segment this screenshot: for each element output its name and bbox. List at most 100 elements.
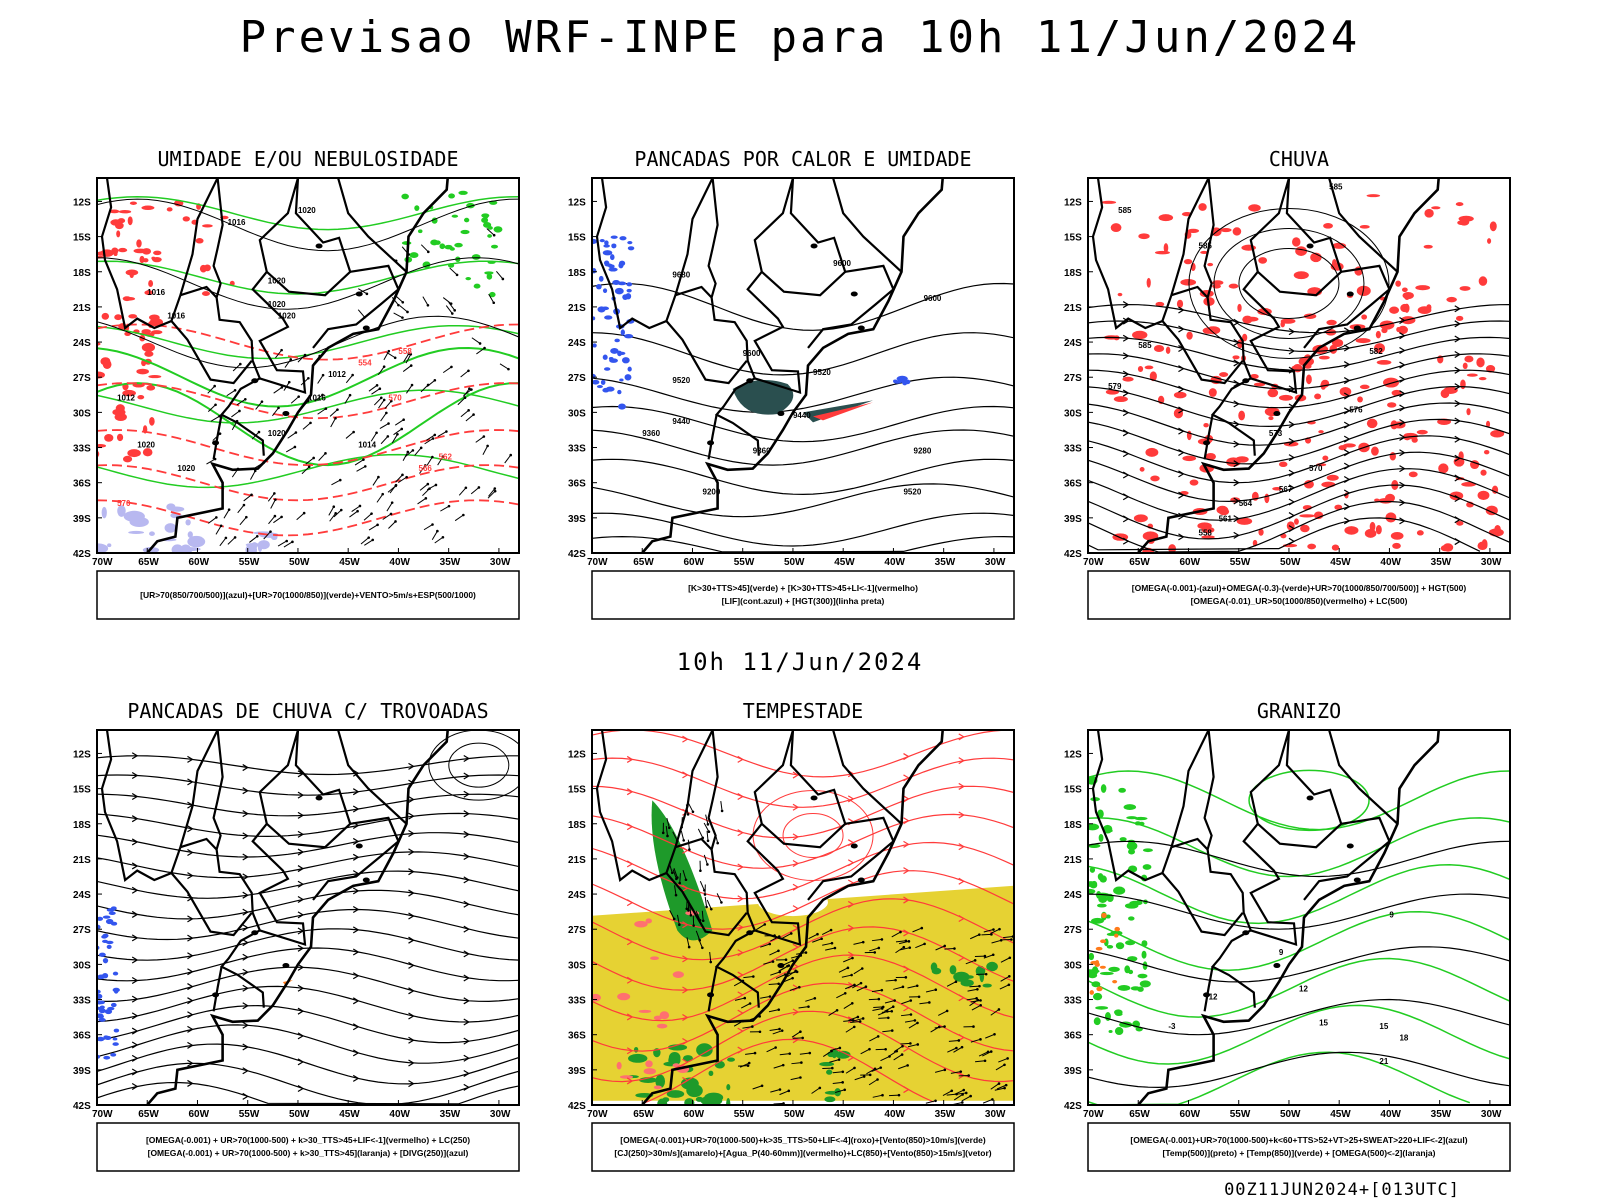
lake xyxy=(1273,963,1281,969)
wind-vector-head xyxy=(999,938,1003,942)
rain-red-cell xyxy=(1424,208,1434,218)
wind850-green-area xyxy=(835,1050,851,1059)
rain-red-cell xyxy=(1374,343,1385,354)
streamline-arrow xyxy=(682,1037,689,1046)
wind-vector-head xyxy=(778,1027,781,1031)
wind-vector-head xyxy=(470,388,473,391)
y-tick-label: 27S xyxy=(568,373,586,384)
divergence-blue-cell xyxy=(102,933,109,938)
wind-vector xyxy=(344,394,351,404)
wind-vector xyxy=(345,431,354,439)
wind-vector xyxy=(898,1064,908,1070)
humidity-green-cell xyxy=(409,252,419,259)
lake xyxy=(212,992,220,998)
border-line xyxy=(832,730,903,825)
divergence-blue-cell xyxy=(102,957,109,964)
border-line xyxy=(1170,730,1210,848)
wind-vector-head xyxy=(434,483,438,487)
humidity-blue-fill xyxy=(117,505,126,517)
temp500-black-contour xyxy=(1088,840,1510,878)
wind-vector-head xyxy=(906,1064,909,1067)
contour-label: 582 xyxy=(1369,347,1383,356)
wind-vector xyxy=(845,1067,855,1074)
panel-title: CHUVA xyxy=(1269,147,1329,171)
wind-vector xyxy=(934,1069,945,1073)
wind-vector-head xyxy=(701,919,705,923)
wind-vector xyxy=(250,470,256,480)
wind-vector xyxy=(871,938,882,942)
wind-vector xyxy=(752,1085,763,1090)
wind-vector xyxy=(669,909,675,920)
rain-red-cell xyxy=(1138,233,1150,240)
contour-label: 9600 xyxy=(743,349,761,358)
wind-vector xyxy=(985,1033,995,1039)
rain-red-cell xyxy=(1404,303,1410,313)
streamline-arrow xyxy=(1122,515,1130,523)
panel-2: 9680960096009600952095209440944093609360… xyxy=(568,147,1015,620)
panel-3: 585585585585582579576573570567564561558C… xyxy=(1064,147,1511,620)
wind-vector-head xyxy=(801,1036,804,1040)
water-red-area xyxy=(653,1085,662,1090)
wind-vector-head xyxy=(760,1084,764,1088)
wind-vector xyxy=(434,536,444,544)
streamline-arrow xyxy=(187,983,194,991)
wind-vector-head xyxy=(363,465,367,468)
border-line xyxy=(170,320,253,385)
wind-vector-head xyxy=(358,504,362,508)
lc250-streamline xyxy=(97,889,519,920)
wind-vector-head xyxy=(687,945,691,949)
humidity-blue-fill xyxy=(107,543,112,548)
rain-red-cell xyxy=(1168,544,1177,553)
x-tick-label: 55W xyxy=(1230,557,1251,568)
x-tick-label: 40W xyxy=(884,1109,905,1120)
wind-vector-head xyxy=(864,985,868,989)
divergence-blue-cell xyxy=(103,1035,109,1040)
water-red-area xyxy=(645,1060,653,1068)
wind-vector-head xyxy=(390,501,394,504)
y-tick-label: 15S xyxy=(73,233,91,244)
lif-blue-contour xyxy=(624,374,632,381)
wind-vector-head xyxy=(954,980,958,984)
humidity-blue-fill xyxy=(123,510,145,522)
wind850-green-area xyxy=(824,1062,834,1066)
rain-red-cell xyxy=(1101,200,1117,204)
wind-vector xyxy=(424,438,434,445)
streamline-arrow xyxy=(958,843,965,851)
humidity-red-cell xyxy=(102,359,112,369)
wind-vector-head xyxy=(797,985,801,989)
temp850-green-contour xyxy=(1118,787,1126,793)
humidity-green-contour xyxy=(97,346,519,408)
rain-red-cell xyxy=(1113,396,1128,403)
wind-vector-head xyxy=(859,981,863,985)
streamline-arrow xyxy=(408,1059,415,1067)
x-tick-label: 55W xyxy=(239,1109,260,1120)
wind-vector-head xyxy=(468,387,471,390)
divergence-blue-cell xyxy=(97,993,103,1000)
wind-vector-head xyxy=(307,376,310,380)
wind-vector-head xyxy=(877,997,881,1001)
wind-vector xyxy=(404,449,414,458)
streamline-arrow xyxy=(903,817,910,825)
rain-red-cell xyxy=(1323,223,1333,229)
streamline-arrow xyxy=(737,971,744,979)
x-tick-label: 35W xyxy=(935,1109,956,1120)
wind-vector xyxy=(768,983,779,985)
water-red-area xyxy=(617,992,631,1001)
rain-red-cell xyxy=(1366,194,1381,198)
wind-vector xyxy=(841,974,852,978)
wind-vector-head xyxy=(843,1088,847,1092)
streamline-arrow xyxy=(1122,429,1130,437)
wind-vector-head xyxy=(829,928,833,932)
rain-red-cell xyxy=(1334,504,1343,510)
legend-text: [UR>70(850/700/500)](azul)+[UR>70(1000/8… xyxy=(140,590,476,600)
hgt300-contour xyxy=(592,282,1014,331)
coastline-atlantic xyxy=(146,178,450,553)
wind-vector-head xyxy=(879,1066,883,1069)
hgt300-contour xyxy=(592,512,1014,547)
rain-red-cell xyxy=(1280,318,1296,324)
streamline-arrow xyxy=(1399,316,1406,325)
streamline-arrow xyxy=(682,1014,689,1022)
wind-vector-head xyxy=(280,348,283,352)
border-line xyxy=(180,837,218,851)
x-tick-label: 45W xyxy=(834,557,855,568)
